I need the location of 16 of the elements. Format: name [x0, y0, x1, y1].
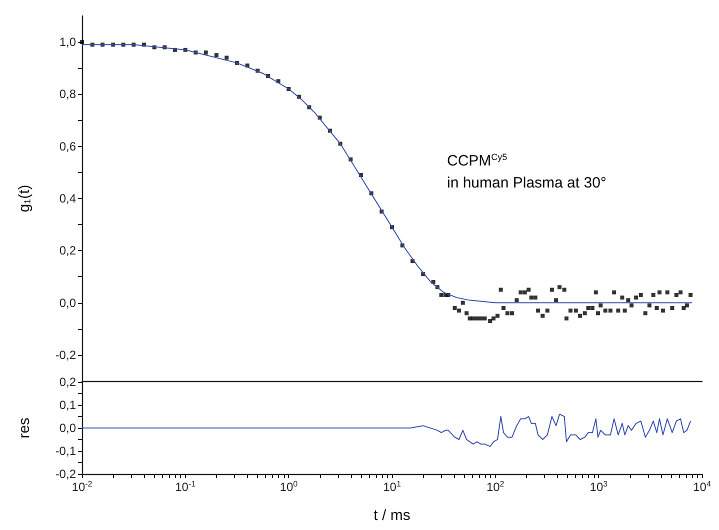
y-tick-label: 0,8 [59, 87, 76, 102]
y-tick-label: 0,1 [59, 398, 76, 412]
y-tick-label: 0,4 [59, 192, 76, 206]
y-axis-title: g₁(t) [16, 184, 33, 212]
y-tick-label: -0,2 [55, 348, 76, 362]
y-tick-label: 0,2 [59, 244, 76, 258]
y-axis-title: res [16, 418, 33, 438]
x-axis-title: t / ms [374, 507, 410, 524]
y-tick-label: -0,1 [55, 444, 76, 458]
y-tick-label: 0,6 [59, 139, 76, 154]
annotation: in human Plasma at 30° [447, 174, 606, 192]
y-tick-label: 0,0 [59, 296, 76, 310]
y-tick-label: 0,2 [59, 375, 76, 389]
y-tick-label: -0,2 [55, 467, 76, 481]
y-tick-label: 0,0 [59, 421, 76, 435]
y-tick-label: 1,0 [59, 35, 76, 50]
